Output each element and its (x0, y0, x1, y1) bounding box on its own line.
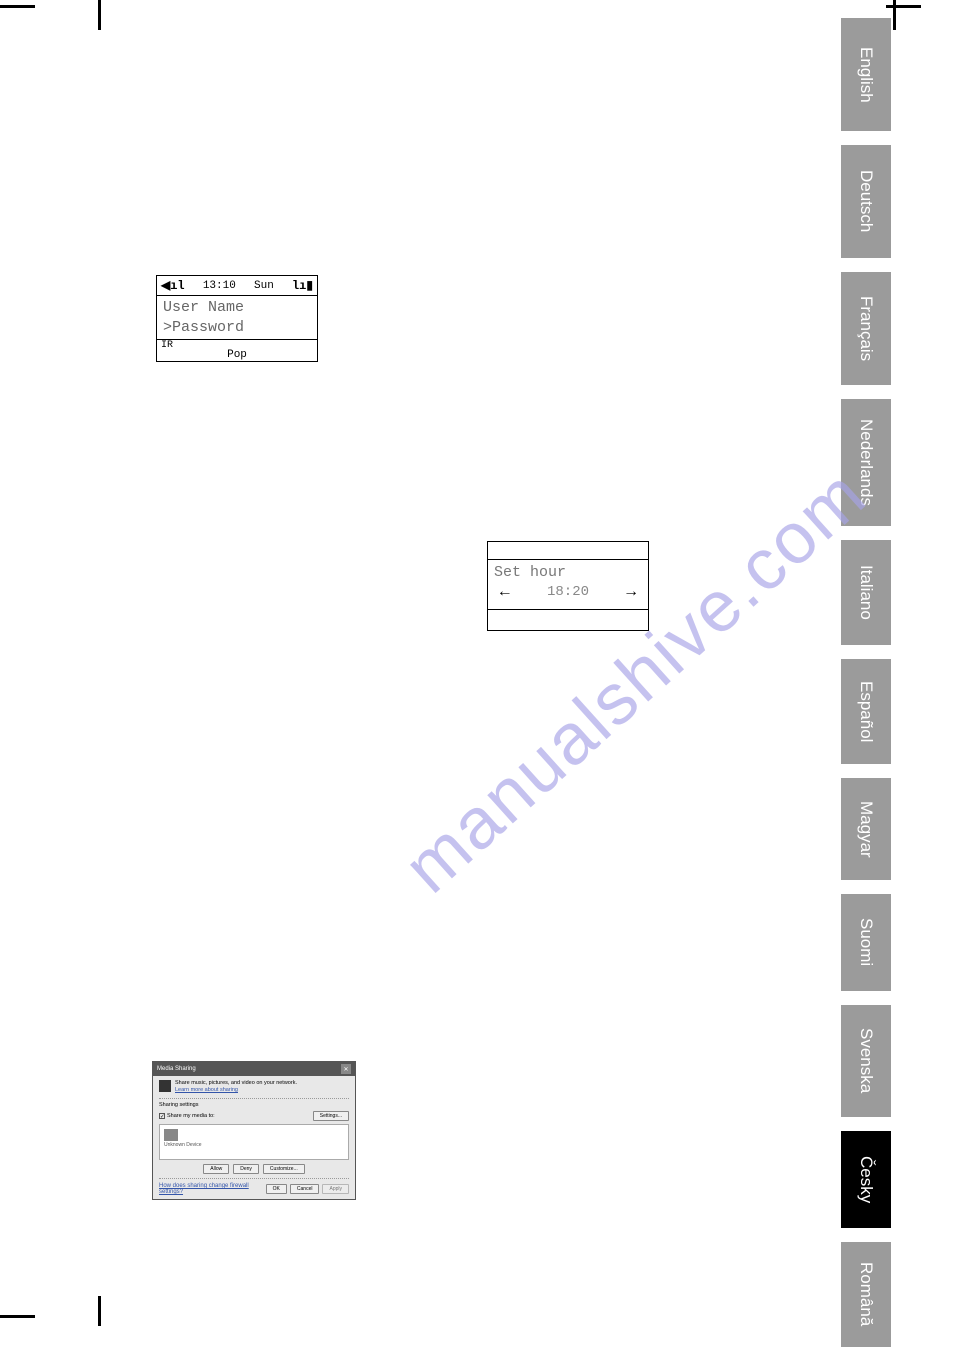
lcd-display-sethour: Set hour ← 18:20 → (487, 541, 649, 631)
lang-gap (841, 258, 891, 272)
sharing-settings-label: Sharing settings (159, 1102, 349, 1108)
lang-tab-english[interactable]: English (841, 18, 891, 131)
checkbox-icon: ✓ (159, 1113, 165, 1119)
lcd-body: User Name >Password (157, 296, 317, 340)
lcd-hour-value: 18:20 (547, 584, 589, 600)
customize-button[interactable]: Customize... (263, 1164, 305, 1174)
lcd-time: 13:10 (203, 280, 236, 292)
lang-gap (841, 645, 891, 659)
lang-tab-français[interactable]: Français (841, 272, 891, 385)
dialog-title: Media Sharing (157, 1066, 196, 1072)
media-sharing-dialog: Media Sharing ✕ Share music, pictures, a… (152, 1061, 356, 1200)
dialog-buttons: OK Cancel Apply (266, 1184, 349, 1194)
crop-mark (98, 1296, 101, 1326)
deny-button[interactable]: Deny (233, 1164, 259, 1174)
lang-tab-svenska[interactable]: Svenska (841, 1005, 891, 1117)
device-label: Unknown Device (164, 1142, 344, 1148)
action-buttons: Allow Deny Customize... (159, 1164, 349, 1179)
lang-tab-magyar[interactable]: Magyar (841, 778, 891, 880)
language-tabs: English Deutsch Français Nederlands Italiano… (841, 18, 891, 1347)
watermark: manualshive.com (388, 453, 882, 909)
lcd-body: Set hour ← 18:20 → (488, 560, 648, 610)
lang-label: Français (856, 296, 876, 361)
lang-tab-suomi[interactable]: Suomi (841, 894, 891, 991)
lang-label: Español (856, 681, 876, 742)
dialog-header: Share music, pictures, and video on your… (159, 1080, 349, 1099)
allow-button[interactable]: Allow (203, 1164, 229, 1174)
battery-icon: lı▮ (292, 278, 313, 293)
lcd-station: Pop (161, 349, 313, 361)
lang-label: Česky (856, 1156, 876, 1203)
dialog-text: Share music, pictures, and video on your… (175, 1080, 297, 1087)
dialog-content: Share music, pictures, and video on your… (153, 1076, 355, 1199)
share-checkbox[interactable]: ✓ Share my media to: (159, 1113, 215, 1119)
lcd-line-password: >Password (163, 318, 311, 338)
dialog-footer: How does sharing change firewall setting… (159, 1183, 349, 1195)
lcd-status-bar: ◀ıl 13:10 Sun lı▮ (157, 276, 317, 296)
lang-tab-česky[interactable]: Česky (841, 1131, 891, 1228)
settings-button[interactable]: Settings... (313, 1111, 349, 1121)
dialog-titlebar: Media Sharing ✕ (153, 1062, 355, 1076)
lcd-empty-top (488, 542, 648, 560)
lang-tab-español[interactable]: Español (841, 659, 891, 764)
ok-button[interactable]: OK (266, 1184, 287, 1194)
arrow-right-icon: → (626, 583, 636, 601)
crop-mark (893, 0, 896, 30)
lang-tab-italiano[interactable]: Italiano (841, 540, 891, 645)
lcd-footer: IR Pop (157, 340, 317, 361)
signal-icon: ◀ıl (161, 278, 185, 293)
crop-mark (98, 0, 101, 30)
lang-label: English (856, 47, 876, 103)
lcd-empty-bottom (488, 610, 648, 630)
lang-label: Deutsch (856, 170, 876, 232)
crop-mark (0, 1315, 35, 1318)
device-list: Unknown Device (159, 1124, 349, 1160)
firewall-link[interactable]: How does sharing change firewall setting… (159, 1183, 266, 1195)
checkbox-row: ✓ Share my media to: Settings... (159, 1111, 349, 1121)
crop-mark (0, 5, 35, 8)
lang-tab-română[interactable]: Română (841, 1242, 891, 1347)
lang-label: Română (856, 1262, 876, 1326)
lcd-day: Sun (254, 280, 274, 292)
media-icon (159, 1080, 171, 1092)
lang-gap (841, 991, 891, 1005)
dialog-description: Share music, pictures, and video on your… (175, 1080, 297, 1094)
lang-tab-deutsch[interactable]: Deutsch (841, 145, 891, 258)
lang-gap (841, 526, 891, 540)
lang-label: Magyar (856, 801, 876, 858)
lang-gap (841, 1228, 891, 1242)
lang-label: Nederlands (856, 419, 876, 506)
close-icon[interactable]: ✕ (341, 1064, 351, 1074)
lcd-display-login: ◀ıl 13:10 Sun lı▮ User Name >Password IR… (156, 275, 318, 362)
lang-gap (841, 385, 891, 399)
crop-mark (886, 5, 921, 8)
lang-label: Svenska (856, 1028, 876, 1093)
checkbox-label: Share my media to: (167, 1113, 215, 1119)
lang-tab-nederlands[interactable]: Nederlands (841, 399, 891, 526)
lcd-line-username: User Name (163, 298, 311, 318)
arrow-left-icon: ← (500, 583, 510, 601)
lcd-title: Set hour (494, 564, 642, 581)
apply-button[interactable]: Apply (322, 1184, 349, 1194)
lang-label: Suomi (856, 918, 876, 966)
lang-label: Italiano (856, 565, 876, 620)
cancel-button[interactable]: Cancel (290, 1184, 320, 1194)
lang-gap (841, 1117, 891, 1131)
lang-gap (841, 131, 891, 145)
lang-gap (841, 764, 891, 778)
learn-more-link[interactable]: Learn more about sharing (175, 1087, 297, 1094)
lcd-value-row: ← 18:20 → (494, 581, 642, 601)
device-icon[interactable] (164, 1129, 178, 1141)
lang-gap (841, 880, 891, 894)
